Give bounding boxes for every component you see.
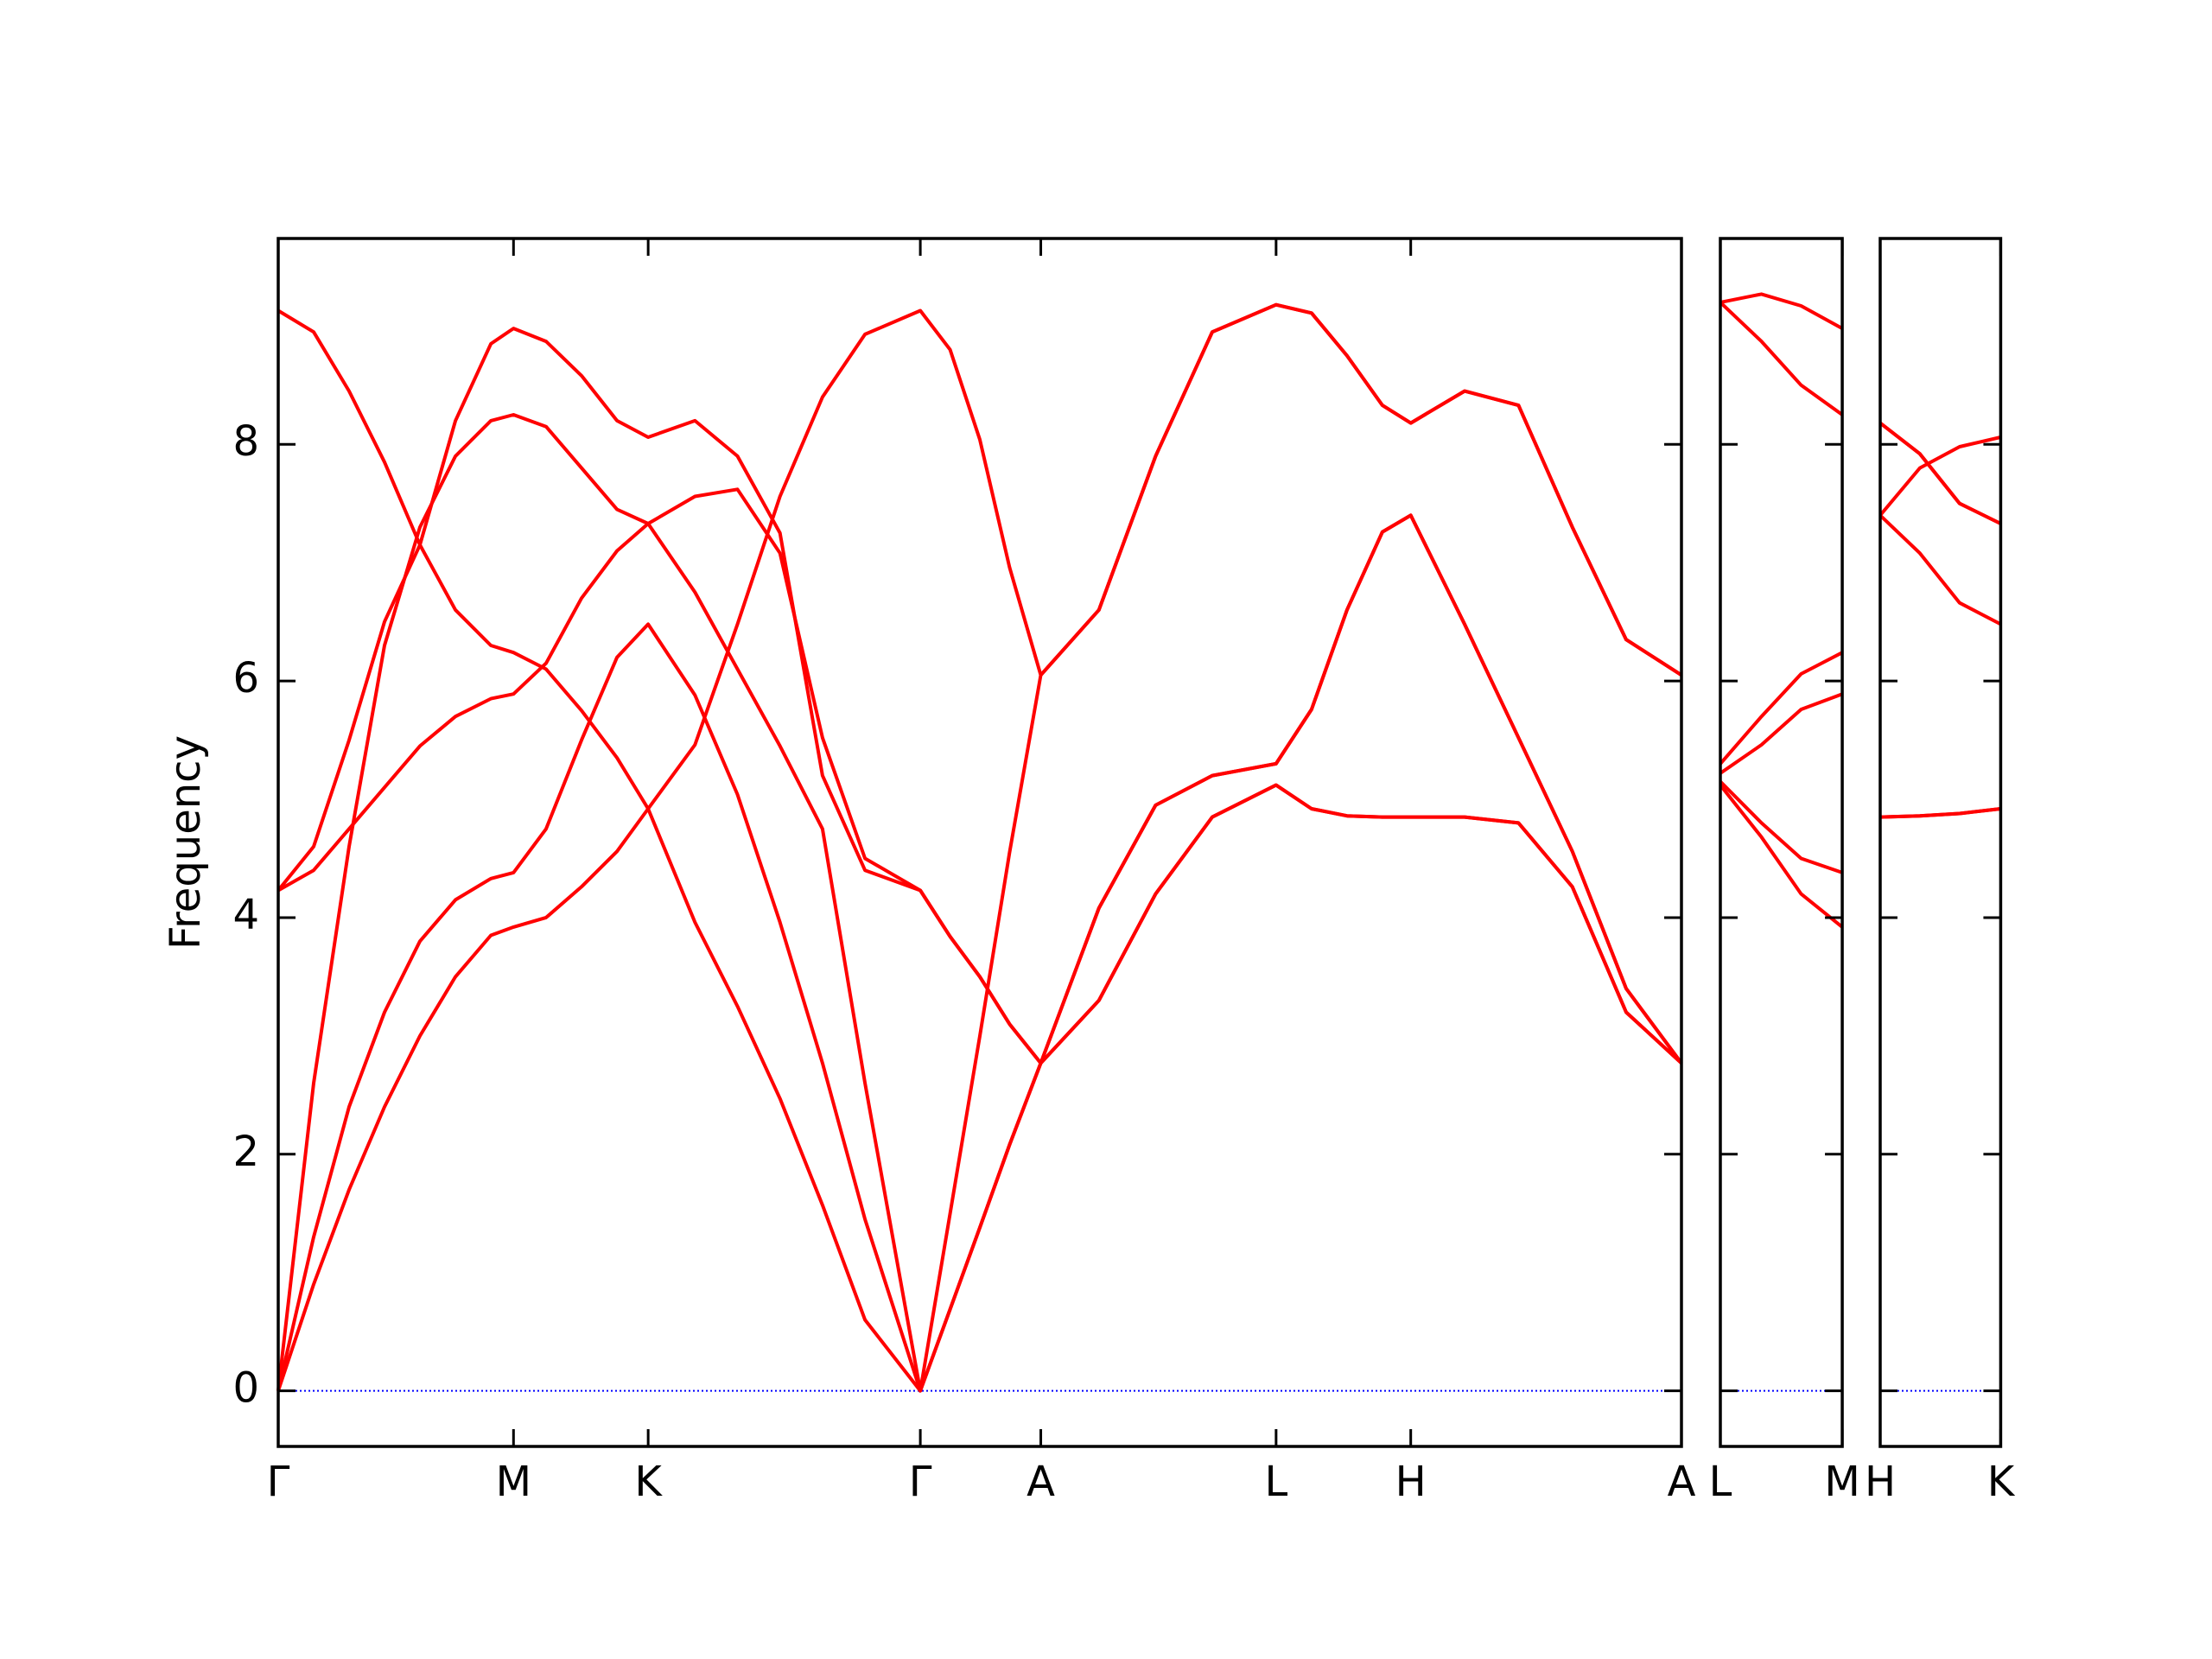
band-line <box>1719 780 1843 874</box>
y-tick-label: 2 <box>232 1128 259 1176</box>
axes-frame <box>1719 237 1844 1448</box>
x-tick-label: M <box>1824 1458 1859 1506</box>
band-line <box>1719 784 1844 929</box>
x-tick-label: L <box>1709 1458 1732 1506</box>
axes-frame <box>1878 237 2003 1448</box>
band-line <box>1719 692 1843 775</box>
x-tick-label: Γ <box>909 1458 932 1506</box>
band-line <box>1719 292 1844 330</box>
band-line <box>1719 651 1844 766</box>
x-tick-label: K <box>1987 1458 2016 1506</box>
band-line <box>1879 807 2001 819</box>
band-line <box>276 327 1683 1065</box>
x-tick-label: L <box>1264 1458 1287 1506</box>
axes-frame <box>276 237 1683 1448</box>
y-tick-label: 0 <box>232 1364 259 1413</box>
band-line <box>1878 513 2002 626</box>
band-line <box>1719 301 1844 416</box>
x-tick-label: H <box>1395 1458 1427 1506</box>
x-tick-label: M <box>496 1458 531 1506</box>
band-line <box>1878 422 2002 525</box>
band-line <box>276 302 1683 810</box>
y-tick-label: 6 <box>232 654 259 702</box>
band-line <box>276 513 1683 1393</box>
y-tick-label: 4 <box>232 891 259 939</box>
x-tick-label: H <box>1865 1458 1896 1506</box>
x-tick-label: A <box>1668 1458 1696 1506</box>
y-axis-label: Frequency <box>162 735 210 950</box>
x-tick-label: A <box>1027 1458 1055 1506</box>
band-line <box>276 413 1683 1391</box>
y-tick-label: 8 <box>232 417 259 466</box>
band-line <box>1878 435 2001 517</box>
band-line <box>276 783 1683 1393</box>
x-tick-label: K <box>634 1458 663 1506</box>
x-tick-label: Γ <box>267 1458 290 1506</box>
